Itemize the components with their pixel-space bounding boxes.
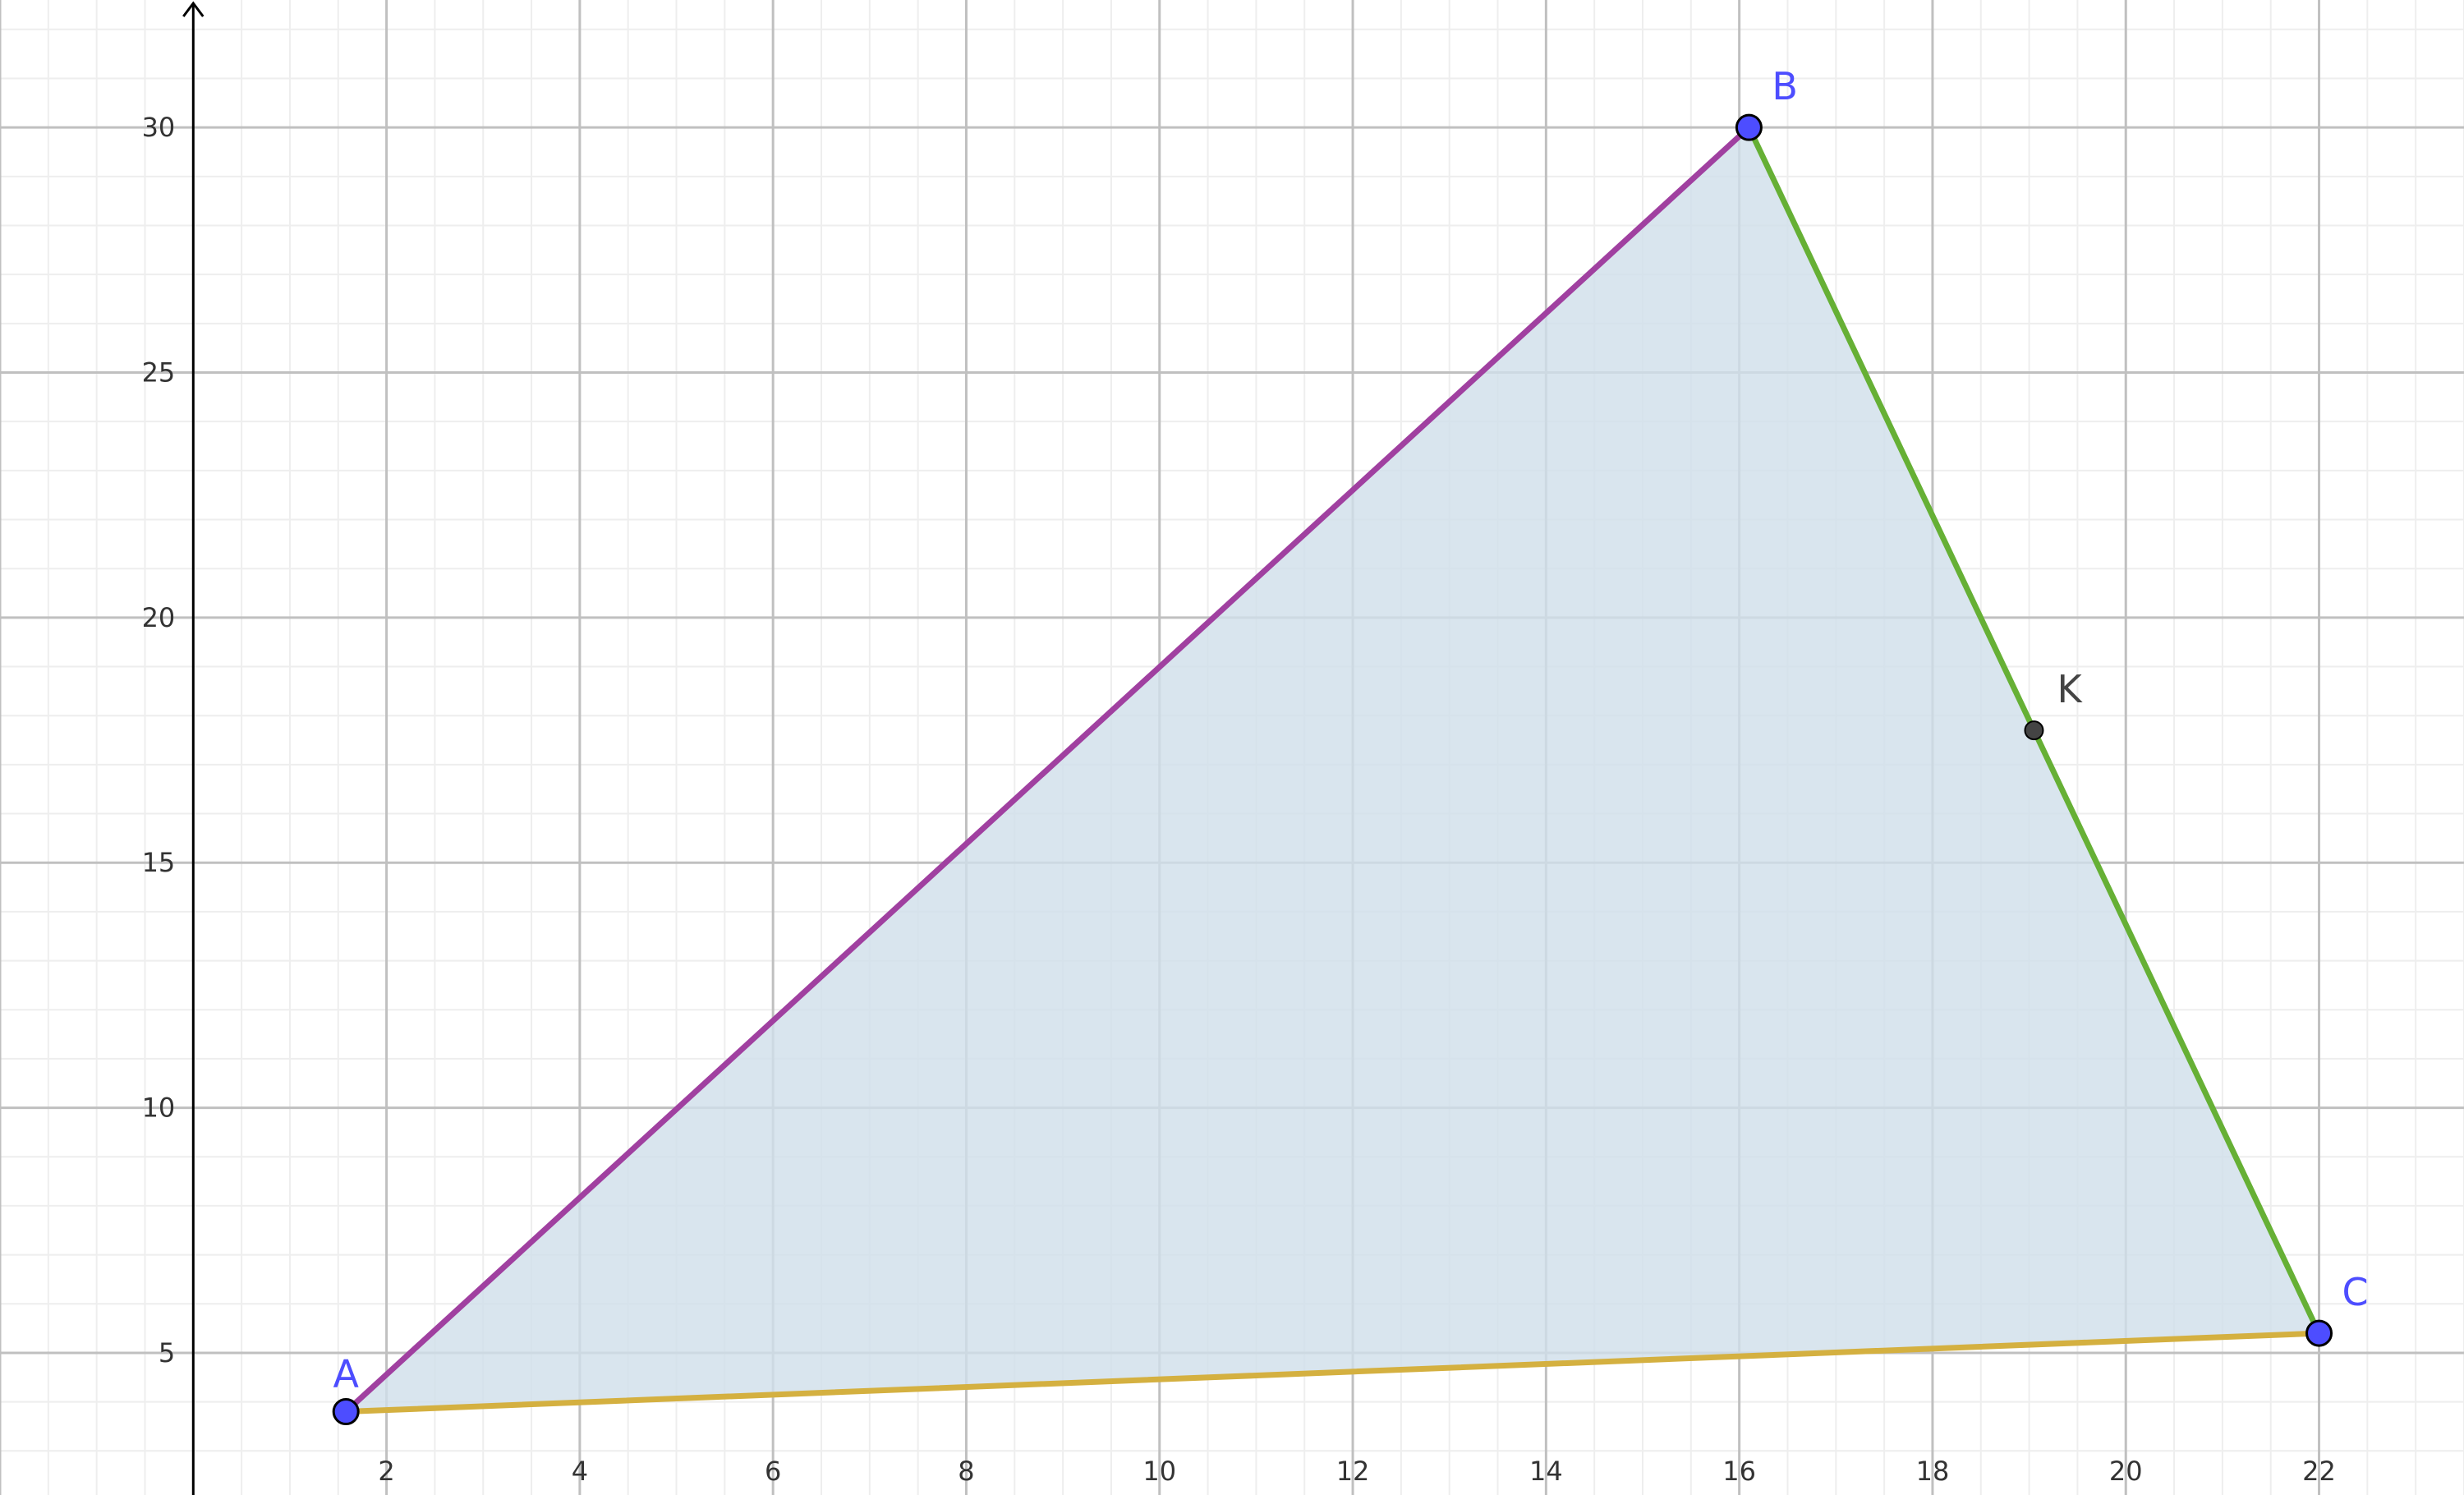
y-tick-label: 25	[142, 357, 176, 389]
axes	[182, 1, 205, 1495]
triangle-polygon-layer	[346, 127, 2319, 1412]
point-a[interactable]	[332, 1398, 360, 1426]
point-label-b[interactable]: B	[1772, 64, 1798, 108]
x-tick-label: 16	[1722, 1456, 1756, 1487]
y-tick-label: 5	[159, 1337, 175, 1368]
x-tick-label: 18	[1916, 1456, 1950, 1487]
point-b[interactable]	[1735, 113, 1763, 141]
x-tick-label: 2	[378, 1456, 394, 1487]
points: A B C K	[332, 64, 2369, 1426]
point-label-a[interactable]: A	[333, 1352, 359, 1396]
segment-ca[interactable]	[342, 1330, 2323, 1415]
x-tick-label: 14	[1529, 1456, 1563, 1487]
segment-ab[interactable]	[342, 124, 1752, 1415]
x-tick-label: 10	[1142, 1456, 1176, 1487]
point-c[interactable]	[2305, 1319, 2333, 1347]
x-tick-label: 12	[1336, 1456, 1370, 1487]
x-tick-label: 8	[958, 1456, 974, 1487]
y-axis-arrow	[182, 1, 205, 17]
triangle-abc-fill[interactable]	[346, 127, 2319, 1412]
y-tick-label: 10	[142, 1092, 176, 1124]
point-label-k[interactable]: K	[2057, 667, 2083, 711]
point-label-c[interactable]: C	[2342, 1270, 2369, 1314]
x-tick-label: 6	[765, 1456, 781, 1487]
y-tick-label: 15	[142, 847, 176, 878]
y-tick-label: 30	[142, 112, 176, 143]
tick-labels: 2 4 6 8 10 12 14 16 18 20 22 5 10 15 20 25 30	[142, 112, 2336, 1487]
y-tick-label: 20	[142, 602, 176, 633]
point-k[interactable]	[2024, 720, 2044, 741]
x-tick-label: 20	[2109, 1456, 2143, 1487]
x-tick-label: 22	[2302, 1456, 2336, 1487]
x-tick-label: 4	[572, 1456, 588, 1487]
